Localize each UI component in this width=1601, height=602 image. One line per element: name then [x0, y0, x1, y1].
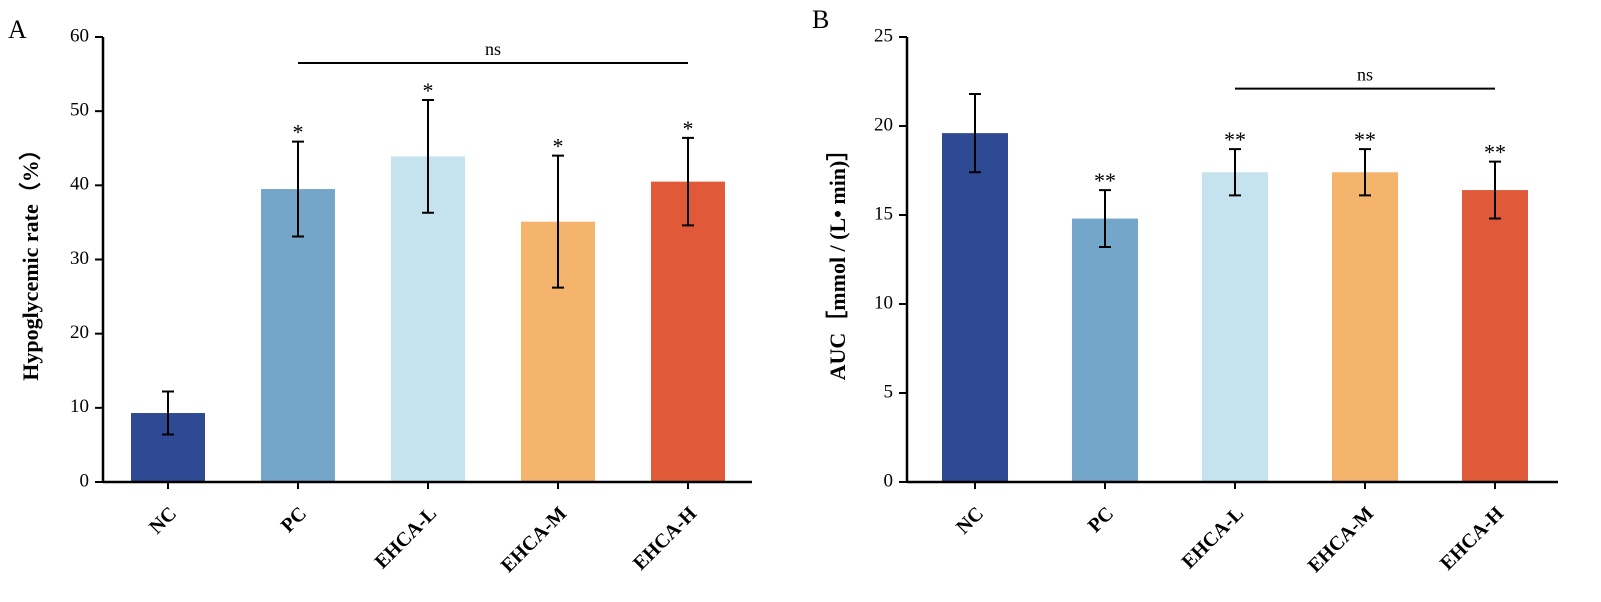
bar-pc	[1072, 218, 1138, 482]
x-tick-label-pc: PC	[1084, 503, 1118, 537]
x-tick-label-nc: NC	[952, 503, 988, 539]
x-tick-label-ehca-m: EHCA-M	[497, 503, 572, 578]
x-tick-label-ehca-l: EHCA-L	[371, 503, 442, 574]
y-tick-label: 10	[70, 396, 89, 417]
y-tick-label: 60	[70, 25, 89, 46]
error-bar-nc	[969, 92, 981, 174]
x-tick-label-ehca-h: EHCA-H	[1436, 502, 1508, 574]
panel-letter: A	[8, 15, 27, 44]
error-bar-pc	[1099, 189, 1111, 249]
bar-ehca-h	[1462, 190, 1528, 482]
x-tick-label-pc: PC	[277, 503, 311, 537]
y-tick-label: 5	[884, 381, 894, 402]
error-bar-nc	[162, 390, 174, 436]
error-bar-ehca-h	[682, 136, 694, 227]
y-tick-label: 25	[874, 25, 893, 46]
chart-panel-a: A Hypoglycemic rate（%） NC * PC * EHCA-L * EHCA-M…	[8, 15, 752, 577]
error-bar-ehca-m	[1359, 148, 1371, 197]
panel-letter: B	[812, 5, 829, 34]
bar-nc	[942, 133, 1008, 482]
y-tick-label: 0	[80, 470, 90, 491]
bar-ehca-m	[1332, 172, 1398, 482]
significance-mark: *	[293, 120, 304, 145]
significance-mark: **	[1354, 127, 1376, 152]
error-bar-ehca-l	[1229, 148, 1241, 197]
x-tick-label-ehca-l: EHCA-L	[1178, 503, 1249, 574]
bar-pc	[261, 189, 335, 482]
error-bar-pc	[292, 140, 304, 238]
ns-label: ns	[1357, 65, 1373, 85]
significance-mark: **	[1094, 168, 1116, 193]
error-bar-ehca-m	[552, 154, 564, 289]
y-axis-title: AUC［mmol / (L• min)］	[825, 139, 850, 381]
y-tick-label: 15	[874, 203, 893, 224]
error-bar-ehca-l	[422, 99, 434, 214]
significance-mark: *	[423, 78, 434, 103]
y-tick-label: 20	[70, 322, 89, 343]
y-tick-label: 0	[884, 470, 894, 491]
y-tick-label: 30	[70, 248, 89, 269]
bar-ehca-h	[651, 181, 725, 482]
y-tick-label: 20	[874, 114, 893, 135]
error-bar-ehca-h	[1489, 160, 1501, 220]
significance-mark: *	[553, 134, 564, 159]
y-axis-title: Hypoglycemic rate（%）	[18, 138, 43, 381]
bar-ehca-l	[1202, 172, 1268, 482]
ns-label: ns	[485, 39, 501, 59]
x-tick-label-ehca-m: EHCA-M	[1304, 503, 1379, 578]
x-tick-label-ehca-h: EHCA-H	[629, 502, 701, 574]
significance-mark: *	[683, 116, 694, 141]
significance-mark: **	[1224, 127, 1246, 152]
y-tick-label: 50	[70, 100, 89, 121]
y-tick-label: 40	[70, 174, 89, 195]
significance-mark: **	[1484, 140, 1506, 165]
x-tick-label-nc: NC	[145, 503, 181, 539]
y-tick-label: 10	[874, 292, 893, 313]
chart-panel-b: B AUC［mmol / (L• min)］ NC ** PC ** EHCA-L ** EHC…	[812, 5, 1558, 577]
